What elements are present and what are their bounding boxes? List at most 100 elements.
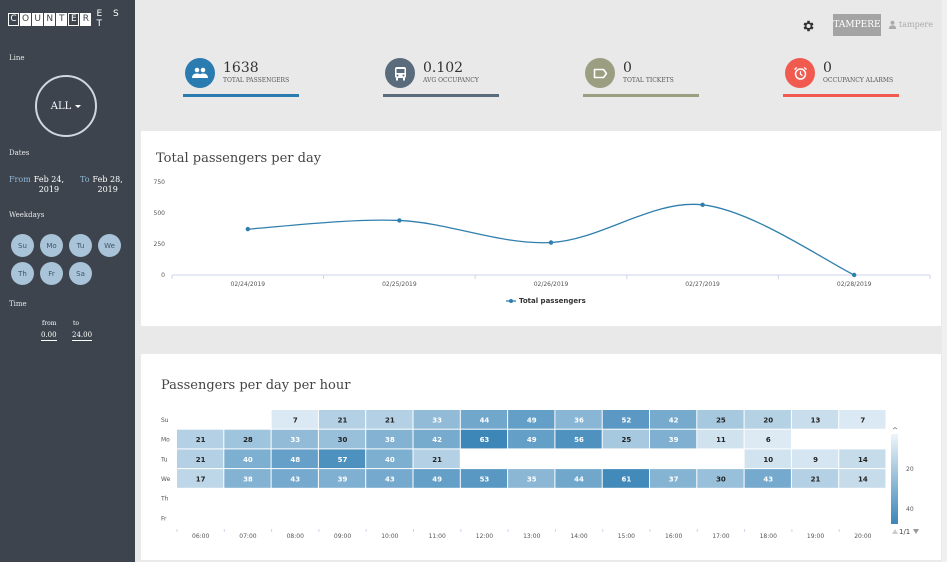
weekday-mo[interactable]: Mo [40,234,63,257]
line-chart: 0 250 500 750 02/24/2019 02/25/2019 02/26/2019… [154,179,931,288]
heatmap-cell [366,429,413,449]
caret-down-icon [75,104,82,108]
color-scale-bar [891,434,898,524]
weekday-fr[interactable]: Fr [40,262,63,285]
time-from-input[interactable]: 0.00 [41,331,57,341]
logo-letter: E [68,12,80,26]
col-label: 20:00 [854,533,871,540]
heatmap-cell [650,469,697,488]
kpi-value: 0 [623,60,632,76]
cell-value: 43 [290,475,300,483]
y-tick-label: 750 [154,179,166,186]
heatmap-cell [318,410,366,429]
line-chart-title: Total passengers per day [156,151,322,166]
weekday-th[interactable]: Th [11,262,34,285]
heatmap-cell [318,469,366,488]
ticket-icon [585,58,615,88]
col-label: 06:00 [192,533,209,540]
cell-value: 56 [574,436,584,444]
y-tick-label: 0 [161,272,165,279]
cell-value: 40 [243,456,253,464]
date-to-value-line2: 2019 [97,185,118,194]
cell-value: 21 [338,416,348,424]
date-from[interactable]: From Feb 24, 2019 [9,175,64,195]
kpi-underline [383,94,499,97]
time-to-input[interactable]: 24.00 [72,331,93,341]
heatmap-cell [177,429,224,449]
row-label: Th [160,496,169,503]
col-label: 13:00 [523,533,540,540]
heatmap-cell [318,429,366,449]
cell-value: 35 [527,475,537,483]
series-line [247,203,855,276]
x-tick-label: 02/24/2019 [231,281,266,288]
alarm-icon [785,58,815,88]
date-to[interactable]: To Feb 28, 2019 [80,175,123,195]
col-label: 16:00 [665,533,682,540]
heatmap-cell [460,469,508,488]
heatmap-cell [224,429,271,449]
heatmap-cell [555,429,602,449]
kpi-label: TOTAL PASSENGERS [223,77,290,84]
data-point [852,272,857,278]
weekdays-label: Weekdays [9,211,45,219]
x-tick-label: 02/26/2019 [534,281,569,288]
heatmap-cell [413,469,460,488]
kpi-value: 1638 [223,60,259,76]
line-selector[interactable]: ALL [35,75,97,137]
heatmap-cell [650,429,697,449]
time-from-label: from [42,320,57,327]
logo-letter: U [32,12,44,26]
col-label: 11:00 [429,533,446,540]
cell-value: 25 [621,436,631,444]
heatmap-cell [839,410,886,429]
cell-value: 52 [621,416,631,424]
time-label: Time [9,300,27,308]
weekday-sa[interactable]: Sa [69,262,92,285]
cell-value: 40 [385,456,395,464]
cell-value: 21 [196,456,206,464]
kpi-value: 0.102 [423,60,464,76]
weekday-tu[interactable]: Tu [69,234,92,257]
bus-icon [385,58,415,88]
heatmap-cell [839,449,886,469]
heatmap-title: Passengers per day per hour [161,378,351,393]
heatmap-cell [271,469,318,488]
page-scrollbar[interactable] [942,0,947,562]
data-point [245,226,250,232]
heatmap-cell [508,469,555,488]
heatmap-cell [791,469,839,488]
col-label: 10:00 [381,533,398,540]
cell-value: 28 [243,436,253,444]
user-menu[interactable]: tampere [888,20,933,29]
people-icon [185,58,215,88]
city-button[interactable]: TAMPERE [833,14,881,36]
cell-value: 11 [716,436,726,444]
cell-value: 20 [763,416,773,424]
heatmap-cell [744,469,791,488]
weekday-we[interactable]: We [98,234,121,257]
row-label: Mo [161,437,170,444]
heatmap-cell [271,449,318,469]
cell-value: 36 [574,416,584,424]
cell-value: 49 [527,436,537,444]
cell-value: 49 [527,416,537,424]
line-chart-legend[interactable]: Total passengers [506,297,586,305]
legend-next-icon[interactable] [913,529,919,534]
heatmap-cell [744,429,791,449]
logo-letter: N [44,12,56,26]
date-from-value-line2: 2019 [38,185,60,194]
cell-value: 48 [290,456,300,464]
cell-value: 21 [196,436,206,444]
weekday-su[interactable]: Su [11,234,34,257]
cell-value: 33 [290,436,300,444]
cell-value: 21 [811,475,821,483]
x-tick-label: 02/28/2019 [837,281,872,288]
col-label: 15:00 [618,533,635,540]
heatmap-cell [791,449,839,469]
gear-icon[interactable] [801,19,815,33]
legend-prev-icon[interactable] [892,529,898,534]
cell-value: 43 [763,475,773,483]
cell-value: 13 [811,416,821,424]
